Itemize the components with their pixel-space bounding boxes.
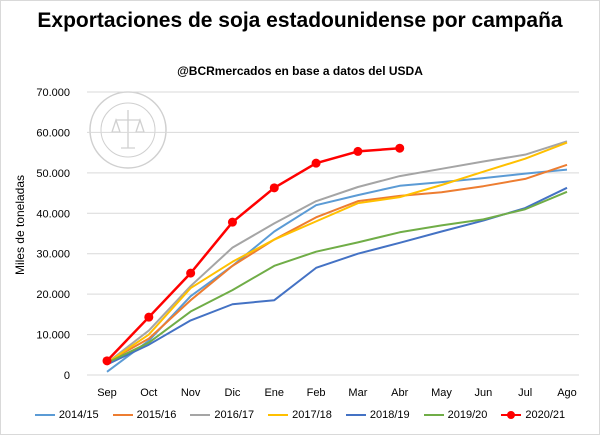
series-line-2015-16 [106,163,568,363]
y-tick-label: 50.000 [36,168,70,180]
x-tick-label: Ago [557,387,577,399]
legend-swatch [190,414,211,416]
x-tick-label: Dic [225,387,241,399]
x-tick-label: Mar [348,387,367,399]
legend-label: 2017/18 [292,409,332,421]
data-point [227,217,237,227]
data-point [144,312,154,322]
legend-swatch [501,411,522,419]
x-tick-label: Ene [264,387,284,399]
series-line-2014-15 [106,168,568,373]
chart-title: Exportaciones de soja estadounidense por… [37,9,563,32]
series-line-2020-21 [106,146,400,362]
y-tick-label: 20.000 [36,289,70,301]
legend-label: 2018/19 [369,409,410,421]
y-tick-label: 40.000 [36,208,70,220]
data-point [395,143,405,153]
legend-item: 2019/20 [423,409,488,421]
legend-item: 2016/17 [190,409,254,421]
x-tick-label: Jul [518,387,532,399]
legend-label: 2014/15 [58,409,99,421]
series-line-2018-19 [106,186,568,366]
x-axis-ticks: Sep Oct Nov Dic Ene Feb Mar Abr May Jun Jul Ago [97,387,577,399]
y-tick-label: 10.000 [36,330,70,342]
y-axis-ticks: 0 10.000 20.000 30.000 40.000 50.000 60.000 70.… [36,87,70,382]
chart-subtitle: @BCRmercados en base a datos del USDA [177,64,423,78]
x-tick-label: Sep [97,387,117,399]
series-line-2016-17 [106,140,568,364]
legend-label: 2020/21 [525,409,566,421]
data-point [353,146,363,156]
legend: 2014/15 2015/16 2016/17 2017/18 2018/19 2019/… [0,409,600,421]
legend-swatch [34,414,55,416]
legend-label: 2016/17 [214,409,255,421]
x-tick-label: May [431,387,452,399]
x-tick-label: Feb [307,387,326,399]
legend-item: 2017/18 [268,409,332,421]
legend-item: 2018/19 [345,409,410,421]
legend-swatch [423,414,444,416]
legend-swatch [345,414,366,416]
y-tick-label: 0 [64,370,70,382]
x-tick-label: Jun [474,387,492,399]
legend-swatch [112,414,133,416]
legend-swatch [268,414,289,416]
y-tick-label: 70.000 [36,87,70,99]
y-tick-label: 30.000 [36,249,70,261]
y-tick-label: 60.000 [36,127,70,139]
legend-item: 2014/15 [34,409,99,421]
legend-item: 2020/21 [501,409,565,421]
x-tick-label: Nov [181,387,201,399]
legend-item: 2015/16 [112,409,177,421]
x-tick-label: Oct [140,387,157,399]
data-point [186,268,196,278]
legend-label: 2015/16 [136,409,177,421]
data-point [102,356,112,366]
series-line-2019-20 [106,190,568,364]
data-point [311,158,321,168]
series-lines [102,140,568,373]
x-tick-label: Abr [391,387,408,399]
series-line-2017-18 [106,141,568,364]
legend-label: 2019/20 [447,409,488,421]
data-point [269,183,279,193]
